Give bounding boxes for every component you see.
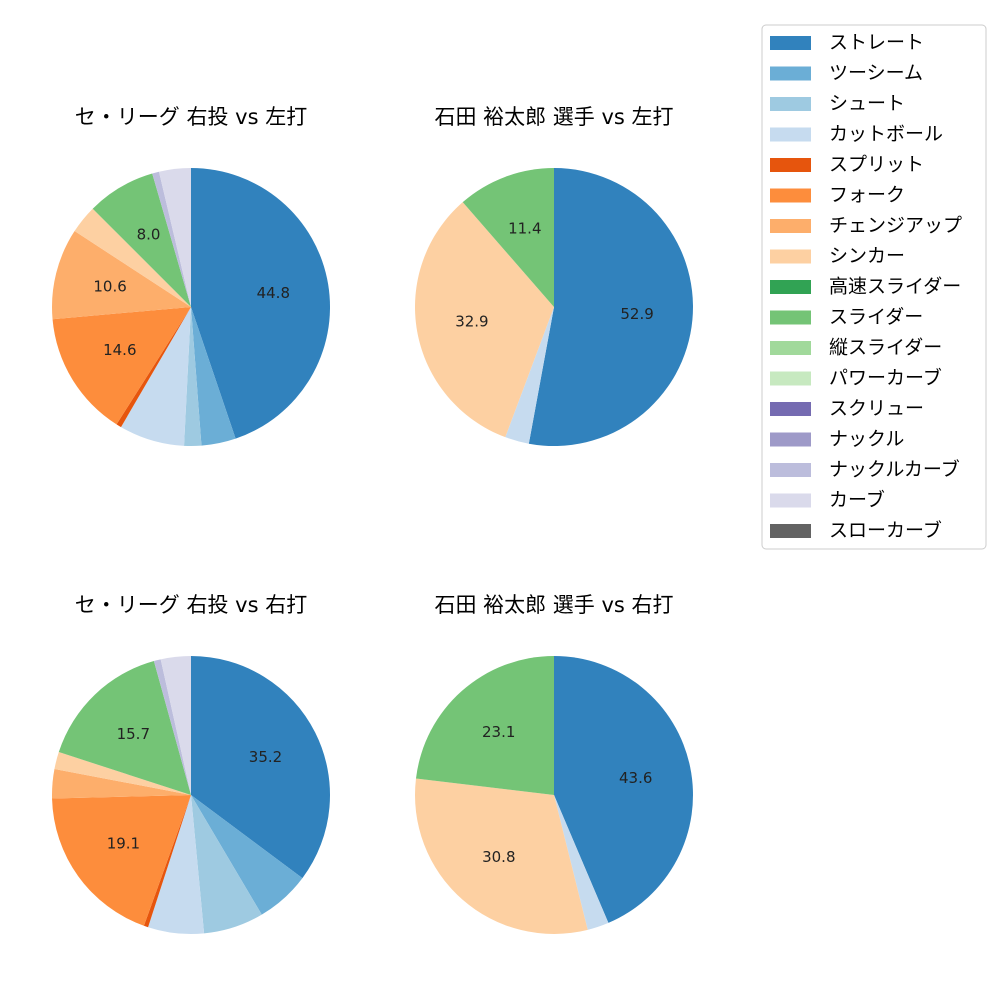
chart-title-4: 石田 裕太郎 選手 vs 右打 [434,593,673,617]
legend-swatch-8 [770,249,811,264]
legend-label-7: チェンジアップ [829,215,962,237]
pie-slice-1-3 [184,307,202,446]
legend-swatch-11 [770,341,811,355]
slice-label-3-6: 19.1 [107,834,140,852]
pie-slice-4-1 [554,656,693,923]
legend-label-8: シンカー [829,245,905,267]
legend-swatch-1 [770,36,811,50]
pie-slice-3-6 [52,795,191,926]
pie-slice-3-7 [51,768,192,799]
pie-slice-2-8 [414,202,554,438]
pie-slice-1-15 [152,171,191,307]
slice-label-3-10: 15.7 [117,725,150,743]
legend-label-12: パワーカーブ [829,366,942,389]
slice-label-3-1: 35.2 [249,748,282,766]
legend-swatch-4 [770,127,811,142]
pie-slice-1-16 [158,168,191,307]
slice-label-1-10: 8.0 [137,226,161,244]
pie-slice-2-1 [528,168,693,446]
slice-label-1-6: 14.6 [103,341,136,359]
legend: ストレートツーシームシュートカットボールスプリットフォークチェンジアップシンカー… [761,24,987,550]
slice-label-2-1: 52.9 [620,305,653,323]
pie-slices-4: 43.6 30.8 23.1 [415,656,693,935]
pie-slice-4-8 [415,778,588,935]
legend-label-10: スライダー [829,306,923,328]
legend-label-16: カーブ [829,488,885,511]
pie-slice-1-2 [191,307,236,446]
pie-slices-2: 52.9 32.9 11.4 [414,168,693,446]
pie-slice-3-16 [160,656,191,795]
pie-slice-4-10 [415,656,554,795]
legend-label-3: シュート [829,93,905,115]
legend-items: ストレートツーシームシュートカットボールスプリットフォークチェンジアップシンカー… [770,32,962,542]
legend-swatch-12 [770,371,811,386]
legend-label-17: スローカーブ [829,519,942,542]
legend-swatch-16 [770,493,811,508]
legend-frame [761,24,987,550]
legend-label-14: ナックル [829,428,904,450]
legend-swatch-6 [770,188,811,203]
pie-slices-1: 44.8 14.6 10.6 8.0 [52,168,331,446]
pie-slice-1-1 [191,168,331,439]
slice-label-1-7: 10.6 [93,277,126,295]
legend-swatch-10 [770,310,811,325]
slice-label-2-8: 32.9 [455,312,488,330]
legend-swatch-5 [770,158,811,172]
chart-title-2: 石田 裕太郎 選手 vs 左打 [434,105,673,129]
legend-label-1: ストレート [829,32,924,54]
legend-label-15: ナックルカーブ [829,458,960,481]
pie-slice-3-2 [191,795,303,915]
slice-label-4-1: 43.6 [619,769,652,787]
pie-slices-3: 35.2 19.1 15.7 [51,656,331,934]
legend-swatch-14 [770,432,811,447]
legend-swatch-15 [770,463,811,477]
slice-label-2-10: 11.4 [508,219,541,237]
pie-slice-1-8 [74,208,191,307]
legend-label-5: スプリット [829,154,924,176]
legend-swatch-13 [770,402,811,416]
legend-swatch-2 [770,66,811,81]
slice-label-1-1: 44.8 [257,284,290,302]
pie-slice-3-5 [143,795,191,928]
legend-swatch-17 [770,524,811,538]
legend-label-6: フォーク [829,184,905,206]
chart-title-1: セ・リーグ 右投 vs 左打 [75,105,307,129]
pie-slice-3-1 [191,656,331,879]
pie-slice-1-5 [116,307,191,428]
pie-chart-4: 石田 裕太郎 選手 vs 右打 43.6 30.8 23.1 [415,593,693,935]
pie-slice-1-10 [92,173,191,307]
pie-slice-4-4 [554,795,609,930]
legend-label-13: スクリュー [829,398,924,420]
chart-title-3: セ・リーグ 右投 vs 右打 [75,593,307,617]
slice-label-4-10: 23.1 [482,723,515,741]
pie-slice-3-3 [191,795,262,934]
pie-slice-3-10 [58,661,191,795]
legend-swatch-3 [770,97,811,111]
pie-chart-2: 石田 裕太郎 選手 vs 左打 52.9 32.9 11.4 [414,105,693,446]
pie-slice-1-4 [121,307,191,446]
legend-label-11: 縦スライダー [829,337,942,359]
pie-slice-2-10 [462,168,554,307]
pie-slice-3-4 [148,795,205,934]
legend-swatch-7 [770,219,811,233]
pie-chart-3: セ・リーグ 右投 vs 右打 35.2 19.1 15.7 [51,593,331,934]
legend-label-2: ツーシーム [829,62,923,84]
legend-swatch-9 [770,280,811,294]
pie-slice-1-7 [52,231,192,320]
pie-slice-1-6 [52,307,191,425]
pie-slice-3-8 [54,752,192,795]
slice-label-4-8: 30.8 [482,848,515,866]
pie-chart-1: セ・リーグ 右投 vs 左打 44.8 14.6 10.6 8.0 [52,105,331,446]
pie-slice-2-4 [505,307,554,444]
legend-label-9: 高速スライダー [829,276,961,298]
legend-label-4: カットボール [829,123,943,145]
pie-slice-3-15 [153,659,191,795]
